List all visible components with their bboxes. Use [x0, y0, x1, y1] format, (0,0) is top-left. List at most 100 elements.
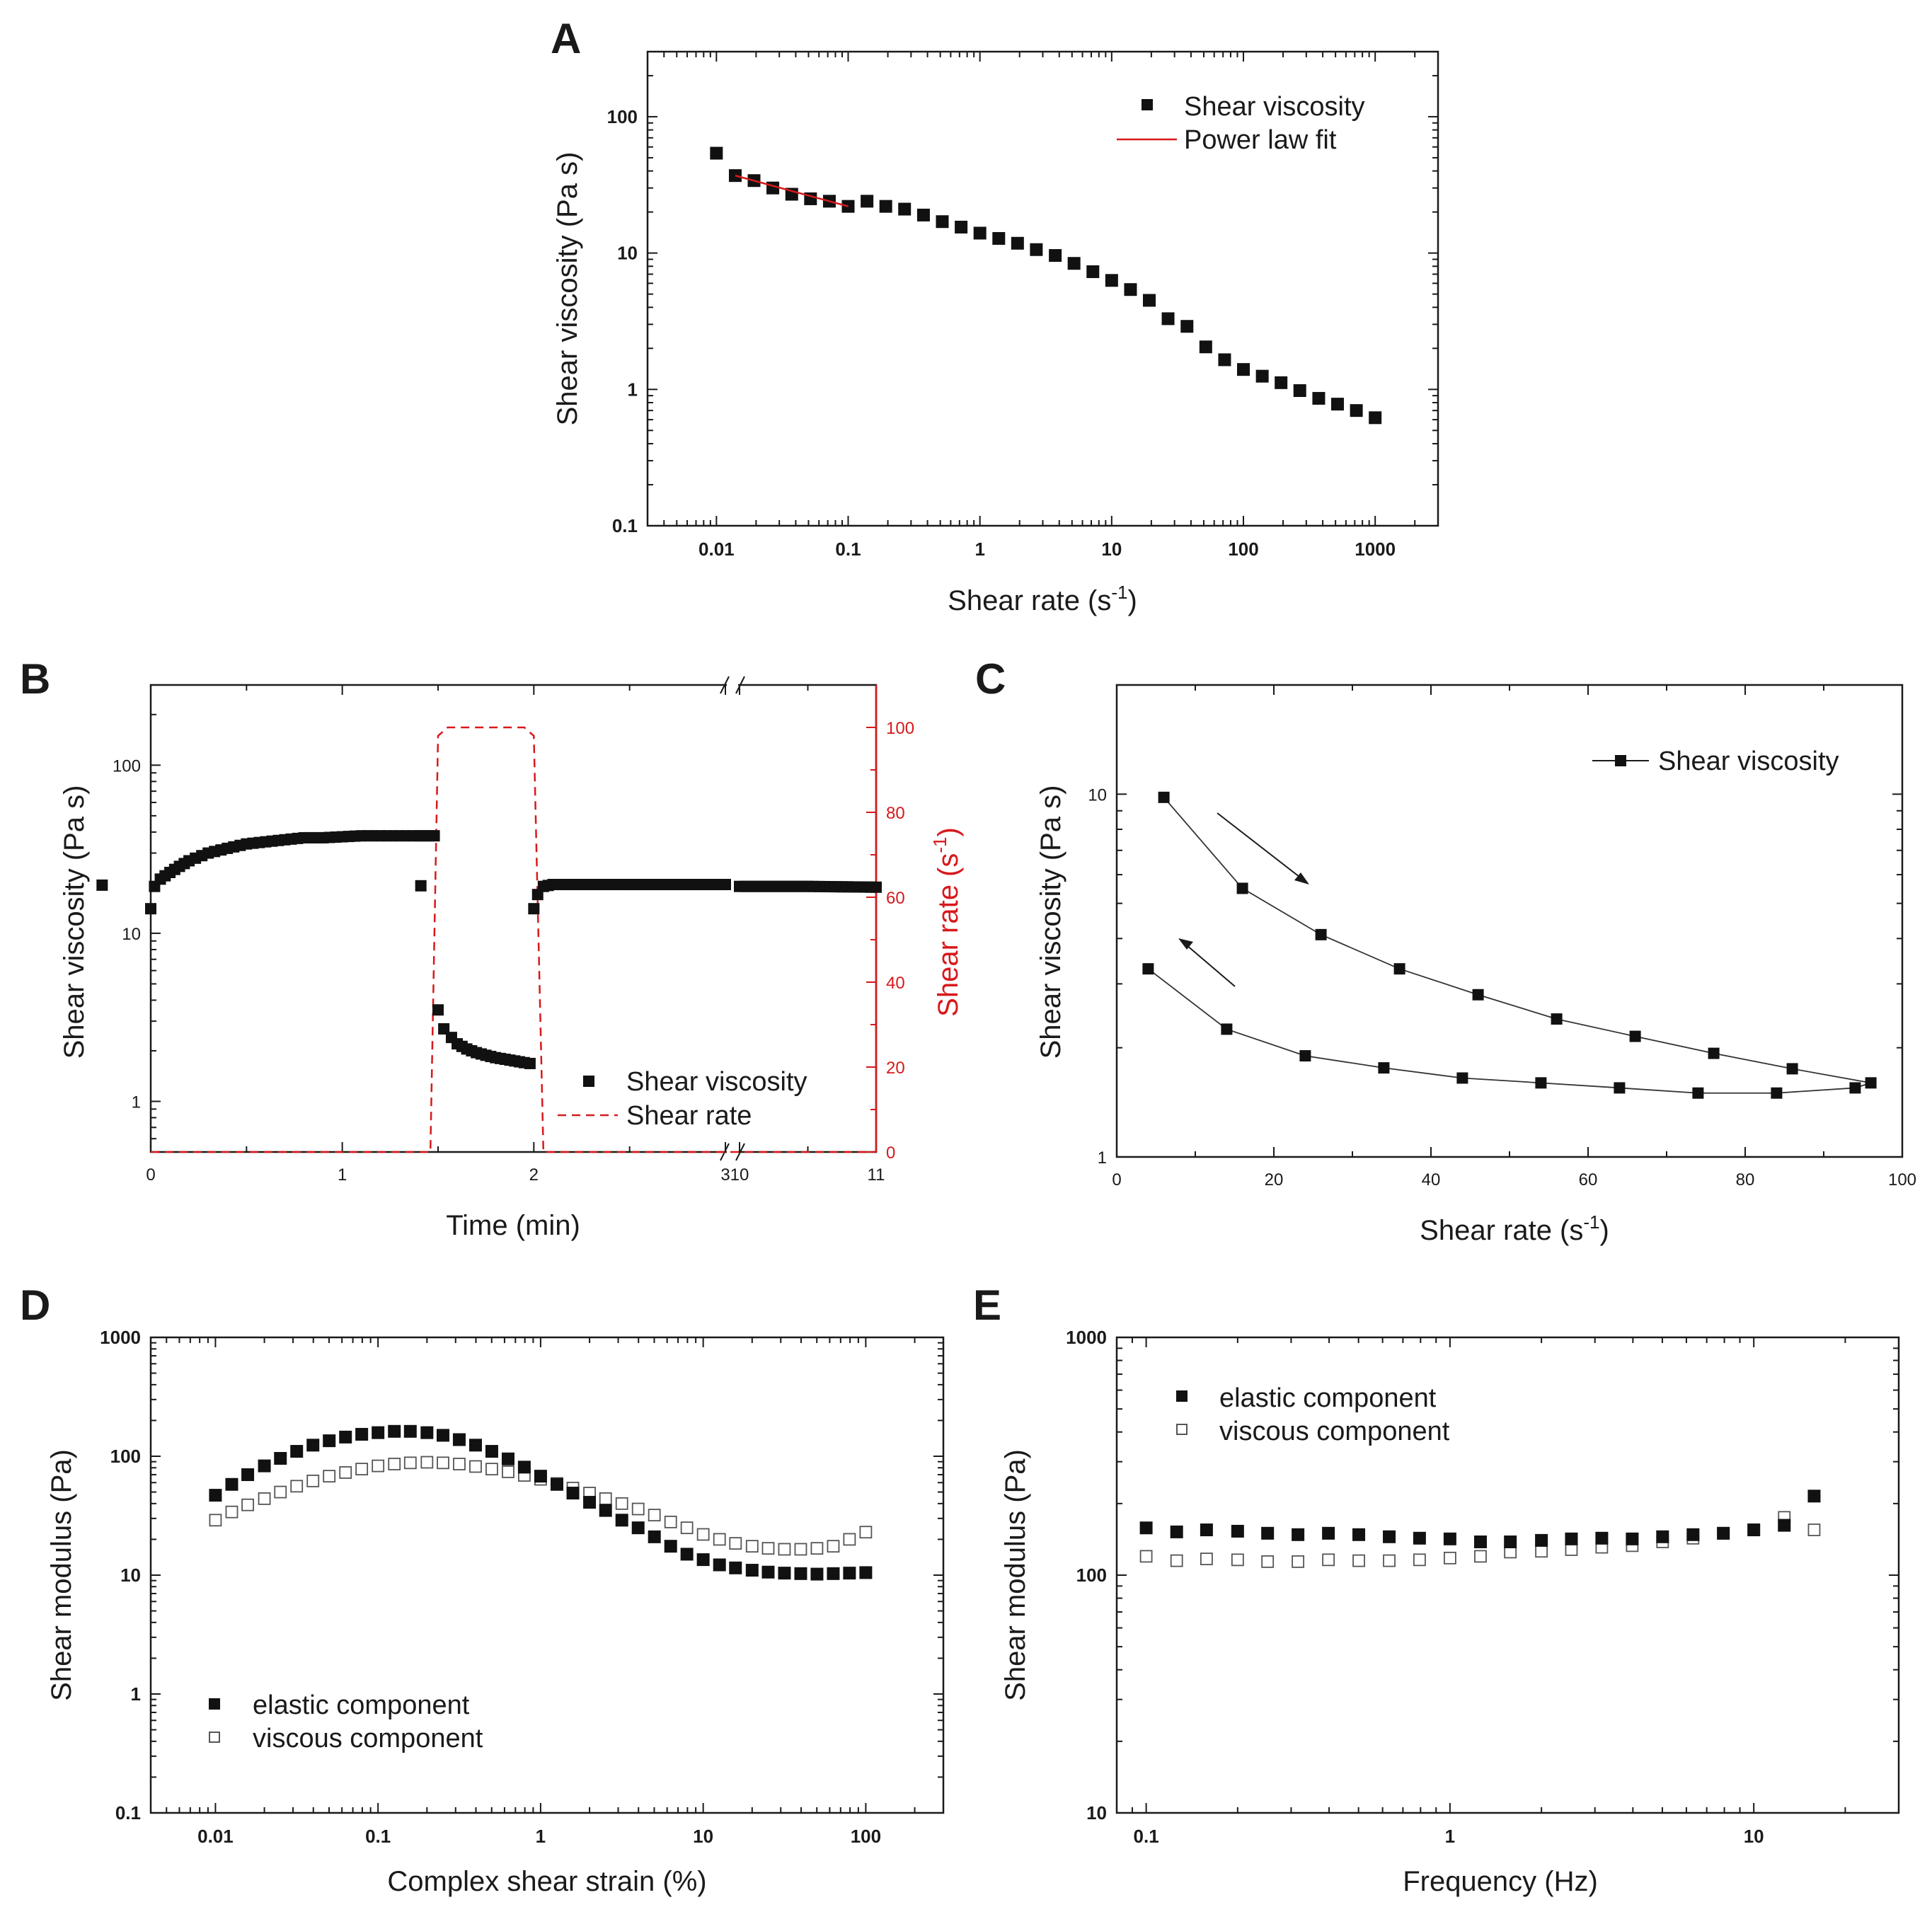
shear-viscosity-point-down — [1614, 1082, 1626, 1094]
elastic-component-point — [1292, 1528, 1305, 1541]
elastic-component-point — [648, 1530, 661, 1543]
shear-viscosity-point — [936, 215, 949, 229]
panel-b-axis-break-mark — [735, 1143, 745, 1161]
panel-b-x-tick-label: 11 — [868, 1165, 885, 1185]
panel-b-right-y-tick-label: 0 — [886, 1143, 895, 1163]
elastic-component-point — [794, 1567, 807, 1580]
viscous-component-point — [1352, 1554, 1365, 1567]
shear-viscosity-point — [861, 195, 874, 208]
shear-viscosity-point — [1049, 249, 1062, 263]
elastic-component-point — [1747, 1523, 1761, 1537]
panel-e-label: E — [973, 1281, 1001, 1329]
panel-a-label: A — [551, 15, 581, 62]
shear-viscosity-point-down — [1535, 1077, 1547, 1089]
panel-a-y-tick-label: 0.1 — [612, 515, 638, 536]
elastic-component-point — [1656, 1530, 1669, 1543]
panel-b-x-tick-label: 0 — [146, 1165, 155, 1185]
viscous-component-point — [696, 1528, 710, 1541]
panel-a-x-tick-label: 0.1 — [835, 538, 861, 560]
panel-d-y-tick-label: 0.1 — [115, 1802, 141, 1824]
elastic-component-point — [761, 1565, 775, 1579]
shear-viscosity-point — [1293, 384, 1306, 398]
panel-d-y-tick-label: 100 — [110, 1446, 141, 1467]
elastic-component-point — [388, 1424, 401, 1438]
panel-b-right-y-tick-label: 80 — [886, 804, 905, 823]
shear-viscosity-point — [1330, 398, 1344, 411]
elastic-component-point — [306, 1439, 320, 1452]
elastic-component-point — [501, 1452, 514, 1465]
panel-c-y-axis-label: Shear viscosity (Pa s) — [1035, 785, 1066, 1059]
viscous-component-point — [437, 1456, 449, 1470]
elastic-component-point — [1535, 1533, 1548, 1547]
shear-viscosity-point — [1143, 294, 1156, 307]
panel-e-x-axis-label: Frequency (Hz) — [1403, 1866, 1598, 1897]
legend-marker-viscous — [1176, 1424, 1188, 1435]
shear-viscosity-point — [524, 1057, 536, 1069]
viscous-component-point — [615, 1497, 628, 1510]
shear-viscosity-point — [1218, 353, 1231, 367]
viscous-component-point — [453, 1458, 466, 1470]
shear-viscosity-point — [879, 200, 892, 213]
shear-viscosity-point — [973, 226, 987, 240]
panel-b-y-tick-label: 10 — [122, 925, 141, 944]
shear-viscosity-point-up — [1315, 928, 1327, 940]
elastic-component-point — [1200, 1523, 1213, 1537]
panel-a-x-tick-label: 1 — [974, 538, 984, 560]
power-law-fit-line — [735, 174, 849, 207]
shear-viscosity-point — [1030, 243, 1043, 256]
shear-viscosity-point — [528, 903, 540, 915]
legend-label-viscous: viscous component — [1219, 1417, 1450, 1446]
panel-d-x-axis-label: Complex shear strain (%) — [387, 1866, 706, 1897]
viscous-component-point — [1231, 1553, 1244, 1567]
panel-b-x-axis-label: Time (min) — [446, 1210, 580, 1241]
elastic-component-point — [1473, 1536, 1487, 1549]
viscous-component-point — [469, 1460, 482, 1473]
panel-a-y-tick-label: 100 — [607, 106, 638, 127]
elastic-component-point — [534, 1470, 547, 1483]
shear-viscosity-point-up — [1236, 882, 1248, 894]
shear-viscosity-point — [1067, 257, 1081, 270]
elastic-component-point — [583, 1496, 597, 1509]
viscous-component-point — [843, 1533, 856, 1546]
elastic-component-point — [550, 1477, 563, 1491]
viscous-component-point — [859, 1526, 873, 1539]
panel-d-x-tick-label: 0.01 — [197, 1826, 234, 1847]
shear-viscosity-point — [1237, 363, 1250, 376]
shear-viscosity-point — [1086, 265, 1100, 278]
shear-viscosity-point — [145, 903, 156, 915]
shear-viscosity-point-up — [1472, 989, 1484, 1001]
elastic-component-point — [517, 1461, 531, 1474]
shear-viscosity-point — [955, 220, 968, 234]
elastic-component-point — [372, 1426, 385, 1439]
panel-b-right-y-tick-label: 40 — [886, 974, 905, 993]
panel-b-y-tick-label: 1 — [132, 1093, 141, 1112]
arrow-ramp-down — [1181, 940, 1236, 987]
elastic-component-point — [810, 1567, 824, 1581]
viscous-component-point — [599, 1492, 612, 1505]
elastic-component-point — [1807, 1490, 1821, 1503]
viscous-component-point — [1139, 1550, 1153, 1563]
shear-viscosity-point-up — [1865, 1077, 1877, 1089]
panel-c-x-tick-label: 20 — [1265, 1170, 1284, 1189]
viscous-component-point — [713, 1533, 726, 1546]
viscous-component-point — [339, 1466, 352, 1479]
shear-viscosity-point — [1369, 411, 1382, 425]
viscous-component-point — [274, 1485, 287, 1499]
viscous-component-point — [420, 1456, 434, 1469]
shear-viscosity-point — [1124, 283, 1137, 296]
legend-label-viscous: viscous component — [253, 1724, 483, 1753]
shear-viscosity-point-down — [1771, 1087, 1783, 1099]
elastic-component-point — [664, 1540, 677, 1553]
panel-c: C 0 20 40 60 80 100 1 10 Shear rate (s-1) Shear… — [975, 655, 1916, 1246]
viscous-component-point — [1322, 1553, 1335, 1567]
panel-d-x-tick-label: 10 — [693, 1826, 713, 1847]
panel-d-y-tick-label: 10 — [120, 1565, 141, 1586]
elastic-component-point — [745, 1564, 759, 1577]
panel-b-x-tick-label: 1 — [338, 1165, 347, 1185]
elastic-component-point — [290, 1445, 304, 1458]
legend-label-shear-viscosity: Shear viscosity — [1184, 92, 1365, 122]
viscous-component-point — [355, 1463, 369, 1476]
elastic-component-point — [355, 1427, 369, 1441]
legend-marker-elastic — [209, 1698, 220, 1710]
panel-a-y-axis-label: Shear viscosity (Pa s) — [552, 152, 583, 426]
